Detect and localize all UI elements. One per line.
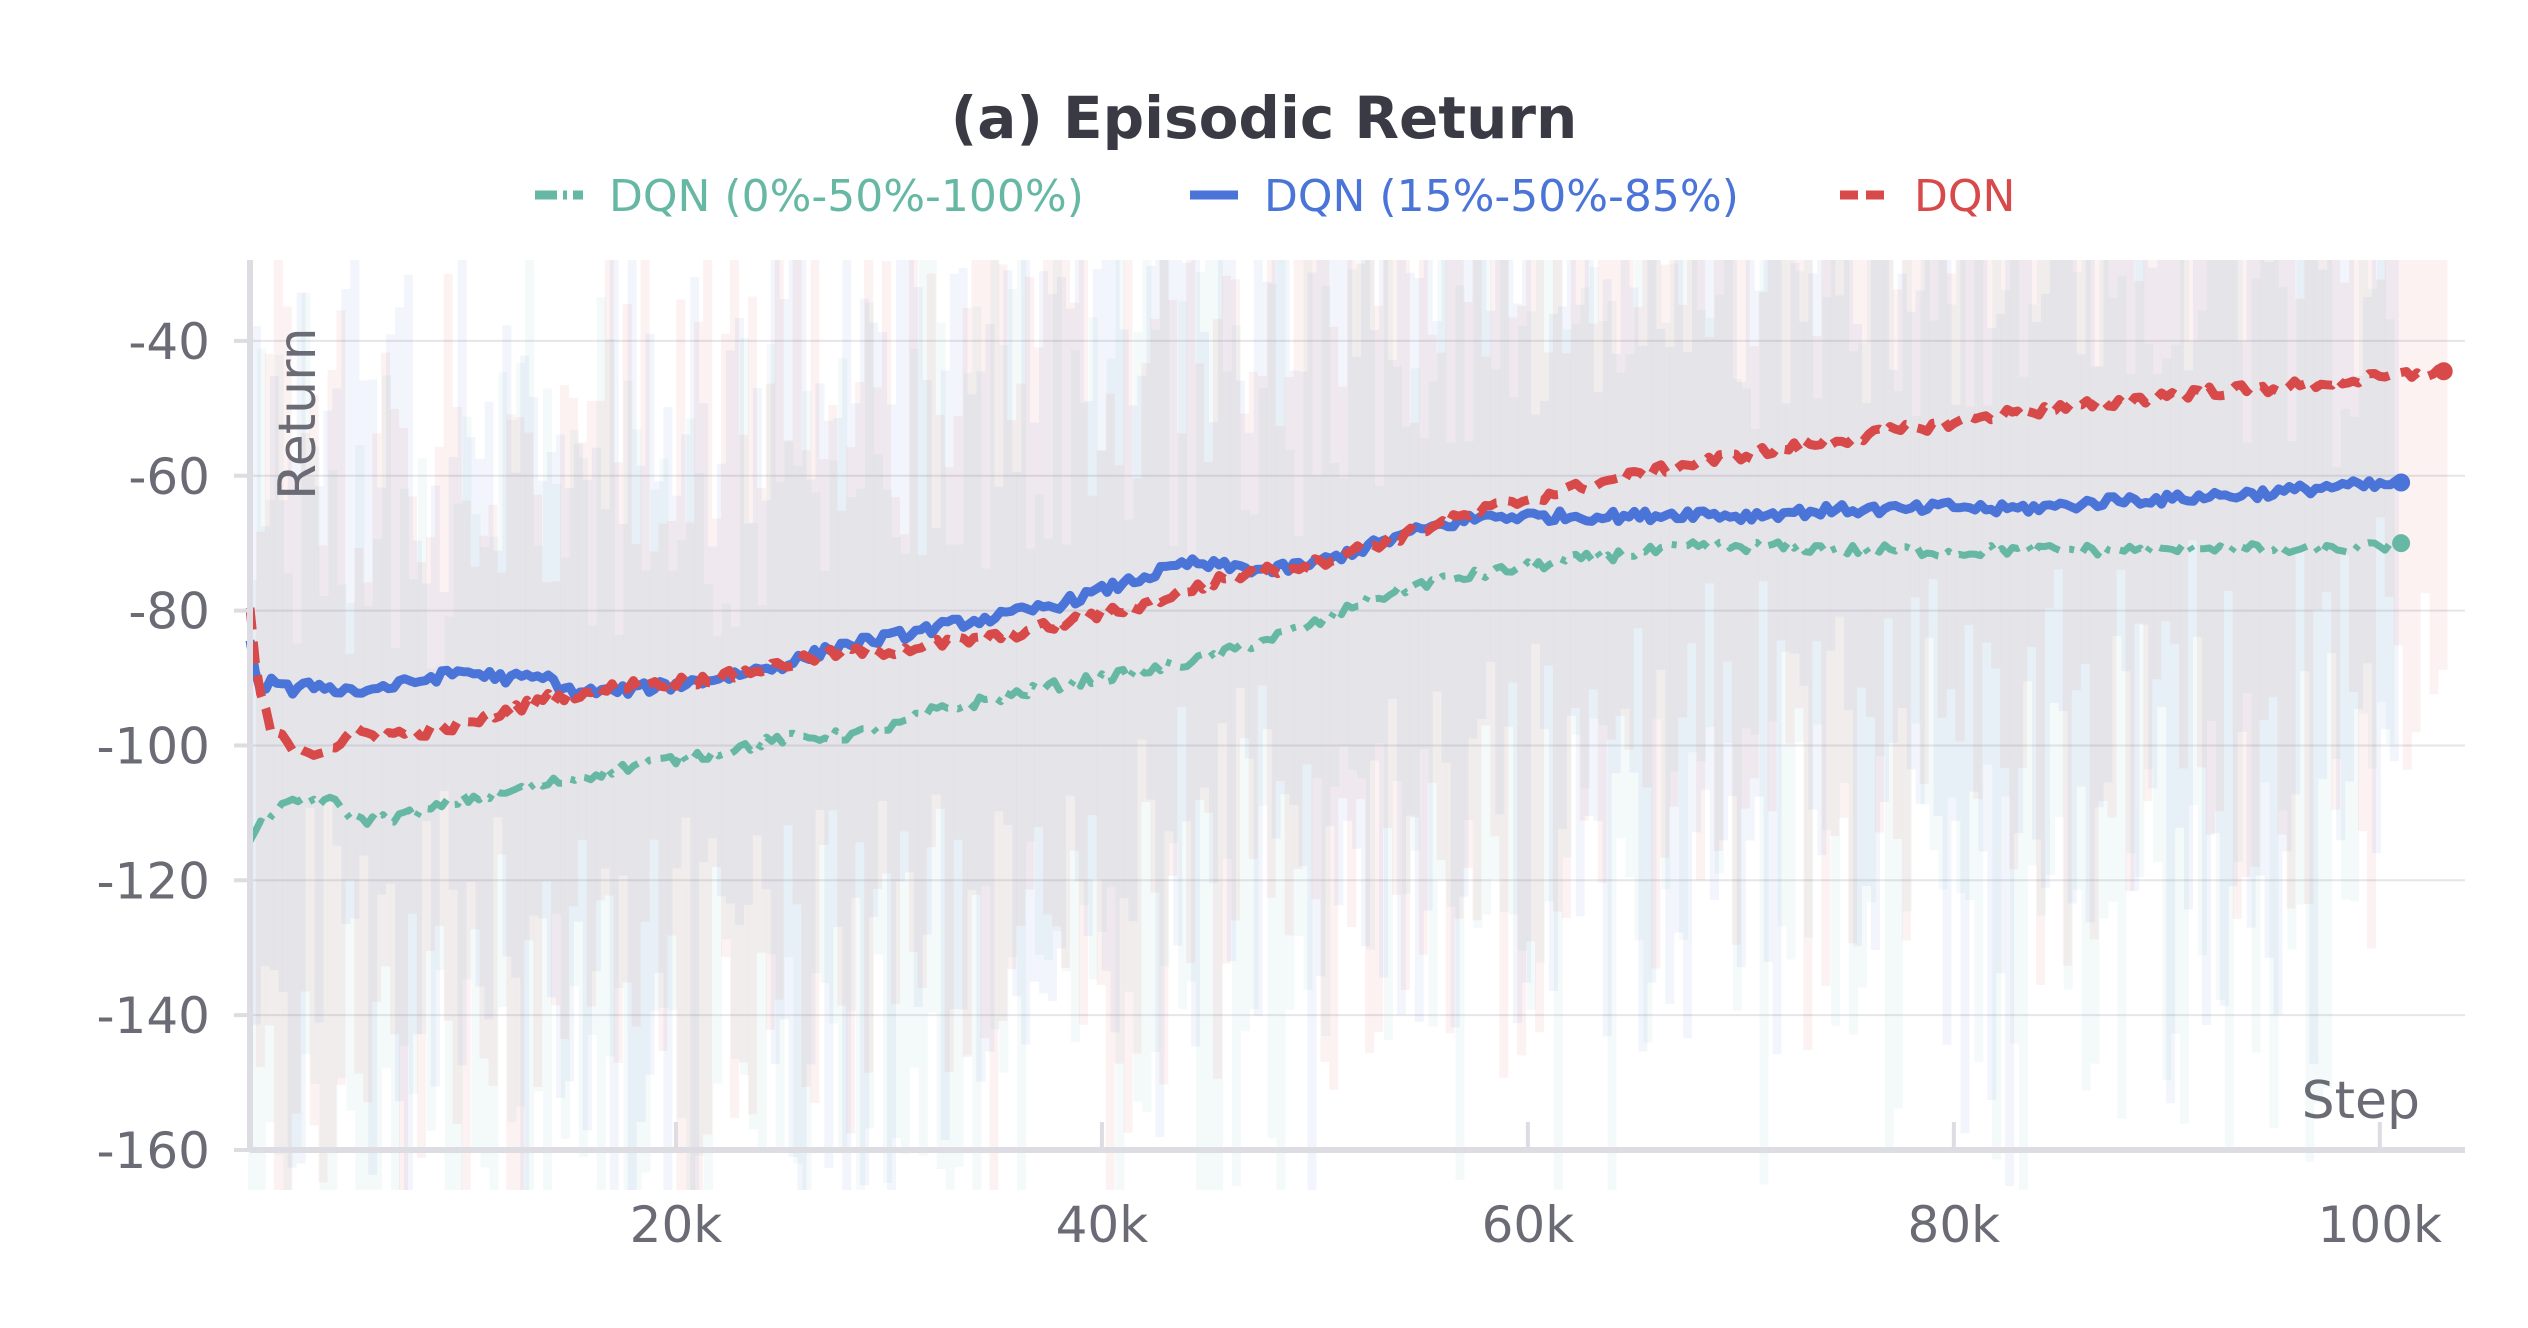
- raw-runs-band: [247, 260, 2448, 1190]
- y-tick-label: -160: [97, 1122, 210, 1180]
- series-end-marker-3: [2434, 362, 2453, 381]
- x-tick-label: 60k: [1482, 1196, 1575, 1254]
- chart-title: (a) Episodic Return: [951, 84, 1578, 152]
- series-line-3: [245, 364, 2449, 760]
- y-axis-title: Return: [268, 327, 328, 500]
- x-tick-label: 100k: [2318, 1196, 2442, 1254]
- series-lines: [245, 362, 2453, 843]
- y-tick-label: -40: [128, 313, 210, 371]
- x-tick-label: 80k: [1908, 1196, 2001, 1254]
- y-tick-label: -140: [97, 987, 210, 1045]
- x-axis-title: Step: [2302, 1071, 2420, 1131]
- legend-label-2: DQN (15%-50%-85%): [1264, 171, 1739, 222]
- axes: -40 -60 -80 -100 -120 -140 -160 20k 40k 60k 80k 100…: [97, 260, 2465, 1254]
- x-tick-label: 40k: [1056, 1196, 1149, 1254]
- series-end-marker-1: [2392, 534, 2411, 553]
- y-tick-label: -100: [97, 717, 210, 775]
- y-tick-label: -120: [97, 852, 210, 910]
- legend: DQN (0%-50%-100%) DQN (15%-50%-85%) DQN: [535, 171, 2015, 222]
- legend-label-1: DQN (0%-50%-100%): [609, 171, 1084, 222]
- y-tick-label: -60: [128, 448, 210, 506]
- series-line-1: [246, 534, 2405, 843]
- y-tick-label: -80: [128, 583, 210, 641]
- series-end-marker-2: [2392, 473, 2411, 492]
- x-tick-label: 20k: [630, 1196, 723, 1254]
- legend-label-3: DQN: [1914, 171, 2015, 222]
